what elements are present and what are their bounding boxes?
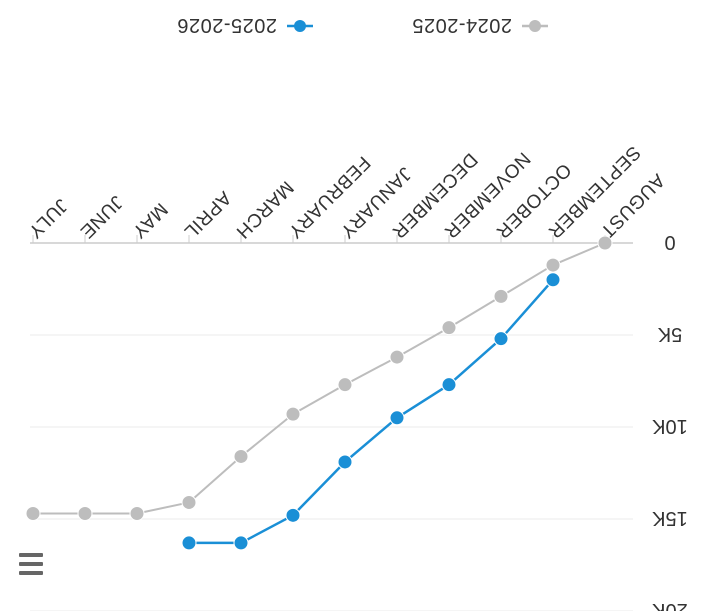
data-point[interactable] [285, 507, 301, 523]
data-point[interactable] [493, 331, 509, 347]
data-point[interactable] [493, 288, 509, 304]
y-tick-label: 20K [652, 599, 688, 611]
x-tick-label: SEPTEMBER [543, 141, 644, 242]
data-point[interactable] [389, 410, 405, 426]
y-tick-label: 5K [657, 323, 682, 345]
series-layer [25, 235, 613, 551]
series-2024-2025 [25, 235, 613, 521]
legend-item[interactable]: 2025-2026 [177, 14, 313, 36]
x-tick-label: JULY [23, 194, 71, 242]
data-point[interactable] [181, 535, 197, 551]
data-point[interactable] [129, 505, 145, 521]
data-point[interactable] [441, 377, 457, 393]
data-point[interactable] [233, 535, 249, 551]
y-tick-label: 15K [652, 507, 688, 529]
y-tick-labels: 0 5K 10K 15K 20K [652, 231, 688, 611]
series-2025-2026 [181, 272, 561, 551]
y-tick-label: 0 [664, 231, 675, 253]
data-point[interactable] [233, 448, 249, 464]
x-tick-label: APRIL [179, 187, 234, 242]
data-point[interactable] [545, 272, 561, 288]
legend-marker [529, 20, 541, 32]
data-point[interactable] [389, 349, 405, 365]
data-point[interactable] [597, 235, 613, 251]
legend-marker [294, 20, 306, 32]
x-tick-label: MARCH [231, 176, 297, 242]
legend-label: 2025-2026 [177, 14, 277, 36]
legend[interactable]: 2024-2025 2025-2026 [177, 14, 548, 36]
data-point[interactable] [77, 505, 93, 521]
data-point[interactable] [441, 320, 457, 336]
series-line [33, 242, 606, 515]
x-tick-labels: AUGUSTSEPTEMBEROCTOBERNOVEMBERDECEMBERJA… [23, 141, 668, 242]
y-tick-label: 10K [652, 415, 688, 437]
x-tick-label: MAY [127, 198, 171, 242]
x-ticks [32, 235, 606, 243]
grid-layer [30, 242, 633, 611]
data-point[interactable] [25, 505, 41, 521]
legend-label: 2024-2025 [412, 14, 512, 36]
series-line [189, 278, 554, 545]
hamburger-menu-icon[interactable] [19, 553, 43, 575]
data-point[interactable] [181, 494, 197, 510]
data-point[interactable] [337, 377, 353, 393]
data-point[interactable] [545, 257, 561, 273]
data-point[interactable] [285, 406, 301, 422]
legend-item[interactable]: 2024-2025 [412, 14, 548, 36]
x-tick-label: JUNE [75, 191, 126, 242]
data-point[interactable] [337, 454, 353, 470]
